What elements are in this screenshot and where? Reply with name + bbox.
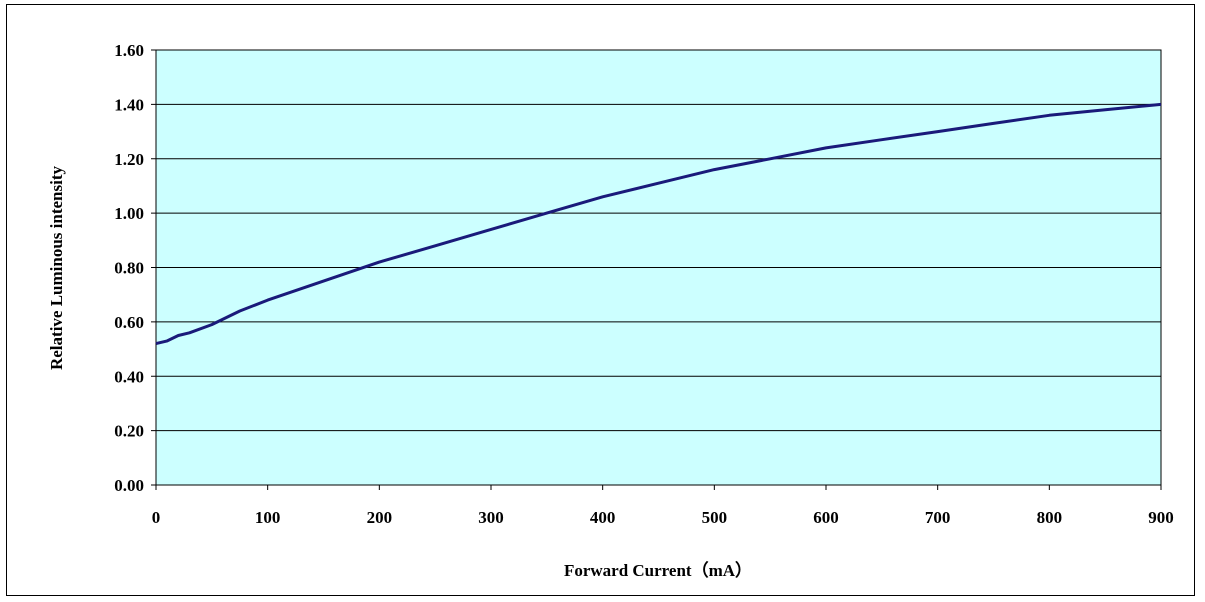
y-tick-label: 1.20 bbox=[114, 150, 144, 169]
y-tick-label: 1.00 bbox=[114, 204, 144, 223]
x-tick-label: 800 bbox=[1037, 508, 1063, 527]
y-tick-label: 0.80 bbox=[114, 259, 144, 278]
y-tick-label: 1.60 bbox=[114, 41, 144, 60]
x-tick-label: 100 bbox=[255, 508, 281, 527]
x-tick-label: 0 bbox=[152, 508, 161, 527]
y-tick-label: 0.00 bbox=[114, 476, 144, 495]
y-tick-label: 0.40 bbox=[114, 367, 144, 386]
x-tick-label: 900 bbox=[1148, 508, 1174, 527]
x-tick-label: 300 bbox=[478, 508, 504, 527]
y-tick-label: 0.60 bbox=[114, 313, 144, 332]
x-tick-label: 700 bbox=[925, 508, 951, 527]
y-axis-ticks: 0.00 0.20 0.40 0.60 0.80 1.00 1.20 1.40 1.60 bbox=[114, 41, 156, 495]
x-axis-title: Forward Current（mA） bbox=[564, 560, 752, 580]
x-tick-label: 500 bbox=[702, 508, 728, 527]
x-tick-label: 400 bbox=[590, 508, 616, 527]
x-axis-ticks: 0 100 200 300 400 500 600 700 800 900 bbox=[152, 485, 1174, 527]
y-axis-title: Relative Luminous intensity bbox=[47, 165, 66, 370]
y-tick-label: 0.20 bbox=[114, 422, 144, 441]
x-tick-label: 600 bbox=[813, 508, 839, 527]
x-tick-label: 200 bbox=[367, 508, 393, 527]
gridlines bbox=[156, 103, 1161, 432]
series-line bbox=[155, 102, 1162, 346]
y-tick-label: 1.40 bbox=[114, 95, 144, 114]
